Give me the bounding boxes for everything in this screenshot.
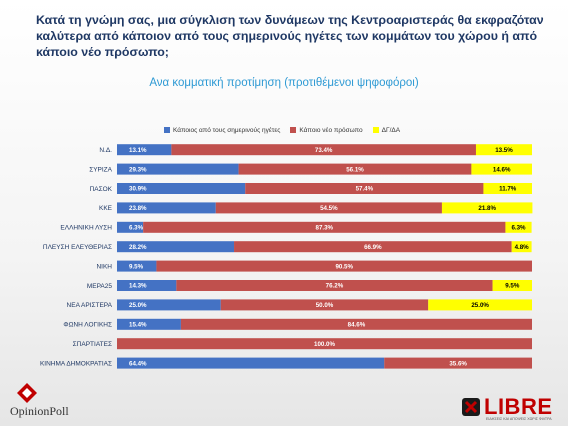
data-label: 6.3% <box>129 225 144 232</box>
legend-label-new-face: Κάποιο νέο πρόσωπο <box>299 126 363 134</box>
data-label: 64.4% <box>129 360 147 367</box>
legend-item-leaders: Κάποιος από τους σημερινούς ηγέτες <box>164 127 280 134</box>
data-label: 9.5% <box>129 263 144 270</box>
data-label: 6.3% <box>511 225 526 232</box>
data-label: 56.1% <box>346 166 364 173</box>
legend-label-dk: ΔΓ/ΔΑ <box>381 126 401 134</box>
bar-segment <box>238 163 472 175</box>
bar-segment <box>117 241 235 253</box>
bar-segment <box>245 183 484 194</box>
bar-segment <box>117 163 239 175</box>
chart-title: Κατά τη γνώμη σας, μια σύγκλιση των δυνά… <box>36 13 544 59</box>
legend-swatch-dk <box>372 127 379 133</box>
libre-logo: LIBRE <box>484 394 553 419</box>
data-label: 21.8% <box>478 205 496 212</box>
data-label: 25.0% <box>129 302 147 309</box>
data-label: 30.9% <box>129 186 147 193</box>
data-label: 13.1% <box>129 147 147 154</box>
bar-segment <box>483 183 532 194</box>
data-label: 90.5% <box>335 263 353 270</box>
data-label: 9.5% <box>505 283 520 290</box>
data-label: 11.7% <box>499 186 517 193</box>
bar-segment <box>471 163 532 175</box>
category-label: ΠΛΕΥΣΗ ΕΛΕΥΘΕΡΙΑΣ <box>43 244 112 251</box>
bar-segment <box>215 202 442 214</box>
data-label: 87.3% <box>316 225 334 232</box>
bar-segment <box>117 202 216 214</box>
bar-segment <box>475 144 532 156</box>
data-label: 76.2% <box>326 283 344 290</box>
bar-segment <box>428 299 532 311</box>
data-label: 28.2% <box>129 244 147 251</box>
bar-segment <box>441 202 533 214</box>
bar-segment <box>117 260 157 272</box>
category-label: ΚΙΝΗΜΑ ΔΗΜΟΚΡΑΤΙΑΣ <box>40 360 112 367</box>
legend-label-leaders: Κάποιος από τους σημερινούς ηγέτες <box>173 126 281 134</box>
category-label: ΣΠΑΡΤΙΑΤΕΣ <box>73 341 112 348</box>
data-label: 25.0% <box>471 302 489 309</box>
category-label: ΝΕΑ ΑΡΙΣΤΕΡΑ <box>67 302 113 309</box>
legend: Κάποιος από τους σημερινούς ηγέτες Κάποι… <box>164 124 400 136</box>
data-label: 29.3% <box>129 166 147 173</box>
data-label: 23.8% <box>129 205 147 212</box>
data-label: 66.9% <box>364 244 382 251</box>
libre-logo-mark <box>462 398 480 416</box>
category-label: ΠΑΣΟΚ <box>90 186 113 193</box>
data-label: 14.3% <box>129 283 147 290</box>
legend-item-dk: ΔΓ/ΔΑ <box>372 126 401 134</box>
bar-segment <box>117 183 246 194</box>
category-label: Ν.Δ. <box>99 147 112 154</box>
bar-segment <box>117 357 385 369</box>
data-label: 14.6% <box>493 166 511 173</box>
legend-swatch-new-face <box>290 127 297 133</box>
data-label: 50.0% <box>316 302 334 309</box>
category-label: ΕΛΛΗΝΙΚΗ ΛΥΣΗ <box>60 225 112 232</box>
bar-segment <box>171 144 476 156</box>
bar-segment <box>117 318 181 330</box>
bar-segment <box>117 221 144 233</box>
data-label: 73.4% <box>315 147 333 154</box>
data-label: 13.5% <box>495 147 513 154</box>
libre-logo-tagline: ΕΙΔΗΣΕΙΣ ΚΑΙ ΑΠΟΨΕΙΣ ΧΩΡΙΣ ΦΙΛΤΡΑ <box>486 417 552 421</box>
bar-segment <box>176 280 493 291</box>
legend-item-new-face: Κάποιο νέο πρόσωπο <box>290 126 363 134</box>
data-label: 84.6% <box>348 322 366 329</box>
bar-segment <box>117 338 532 350</box>
bar-segment <box>234 241 512 253</box>
bar-segment <box>511 241 532 253</box>
legend-swatch-leaders <box>164 127 170 133</box>
data-label: 54.5% <box>320 205 338 212</box>
bar-segment <box>117 280 177 291</box>
bar-segment <box>384 357 532 369</box>
data-label: 15.4% <box>129 322 147 329</box>
bar-segment <box>505 221 532 233</box>
opinionpoll-logo-mark <box>17 383 37 403</box>
bar-segment <box>180 318 532 330</box>
data-label: 100.0% <box>314 341 335 348</box>
category-label: ΝΙΚΗ <box>96 263 112 270</box>
bar-segment <box>143 221 506 233</box>
chart-subtitle: Ανα κομματική προτίμηση (προτιθέμενοι ψη… <box>149 77 419 89</box>
category-label: ΜΕΡΑ25 <box>87 283 113 290</box>
bar-segment <box>117 299 221 311</box>
data-label: 57.4% <box>356 186 374 193</box>
category-label: ΦΩΝΗ ΛΟΓΙΚΗΣ <box>63 322 112 329</box>
opinionpoll-logo: OpinionPoll <box>10 404 69 418</box>
category-label: ΚΚΕ <box>99 205 113 212</box>
data-label: 35.6% <box>449 360 467 367</box>
bar-segment <box>220 299 429 311</box>
bar-segment <box>156 260 533 272</box>
data-label: 4.8% <box>515 244 530 251</box>
bar-segment <box>492 280 532 291</box>
category-label: ΣΥΡΙΖΑ <box>89 166 112 173</box>
bar-segment <box>117 144 172 156</box>
